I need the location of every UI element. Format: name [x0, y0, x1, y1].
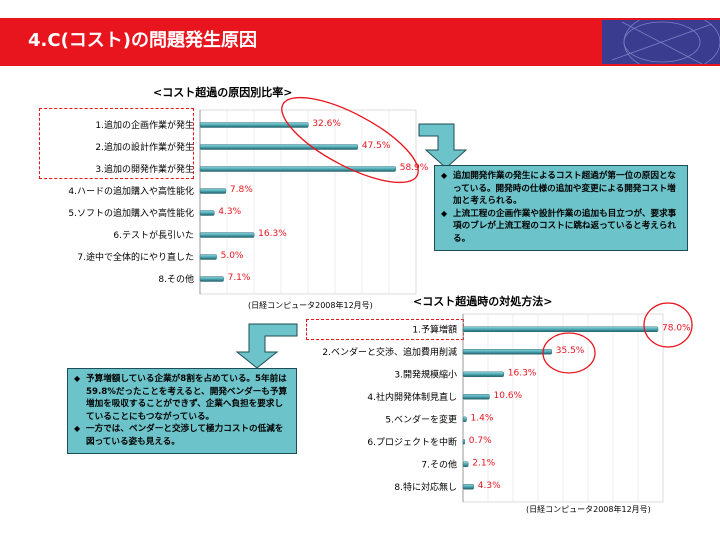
- note-box-left: 予算増額している企業が8割を占めている。5年前は59.8%だったことを考えると、…: [67, 368, 297, 454]
- chart2-category-label: 4.社内開発体制見直し: [367, 391, 457, 403]
- chart2-category-label: 8.特に対応無し: [394, 481, 457, 493]
- highlight-ellipse-top: [281, 96, 419, 184]
- chart1-bar: [199, 122, 309, 128]
- chart2-bar: [462, 371, 504, 377]
- chart2-category-label: 6.プロジェクトを中断: [367, 436, 457, 448]
- chart2-value-label: 1.4%: [471, 413, 494, 423]
- title-bar: 4.C(コスト)の問題発生原因: [0, 18, 720, 66]
- note-box-right: 追加開発作業の発生によるコスト超過が第一位の原因となっている。開発時の仕様の追加…: [434, 165, 688, 251]
- chart1-value-label: 7.8%: [230, 185, 253, 195]
- chart2-value-label: 78.0%: [662, 323, 691, 333]
- chart2-bar: [462, 349, 552, 355]
- arrow-left-down-icon: [235, 323, 298, 369]
- chart2-source: (日経コンピュータ2008年12月号): [526, 505, 651, 514]
- chart1-value-label: 47.5%: [362, 141, 391, 151]
- chart2-bar: [462, 461, 469, 467]
- note-left-item-1: 予算増額している企業が8割を占めている。5年前は59.8%だったことを考えると、…: [74, 373, 290, 423]
- chart2-category-label: 7.その他: [421, 458, 457, 470]
- chart1-bar: [199, 254, 217, 260]
- highlight-box-causes: [39, 108, 194, 179]
- chart1-value-label: 32.6%: [312, 119, 341, 129]
- chart1-bar: [199, 188, 227, 194]
- chart1-value-label: 16.3%: [258, 229, 287, 239]
- note-left-item-2: 一方では、ベンダーと交渉して極力コストの低減を図っている姿も見える。: [74, 423, 290, 448]
- chart2-bar: [462, 484, 474, 490]
- chart1-value-label: 58.9%: [400, 163, 429, 173]
- highlight-circle-35: [542, 332, 596, 374]
- note-right-item-2: 上流工程の企画作業や設計作業の追加も目立つが、要求事項のブレが上流工程のコストに…: [441, 208, 681, 246]
- chart2-value-label: 2.1%: [472, 458, 495, 468]
- chart2-category-label: 1.予算増額: [412, 323, 457, 335]
- chart1-bar: [199, 210, 215, 216]
- chart2-value-label: 4.3%: [478, 481, 501, 491]
- chart1-category-label: 6.テストが長引いた: [113, 229, 194, 241]
- chart2-bar: [462, 439, 465, 445]
- chart2: 1.予算増額 78.0% 2.ベンダーと交渉、追加費用削減 35.5% 3.開発規模縮小…: [322, 313, 691, 503]
- chart2-value-label: 16.3%: [508, 368, 537, 378]
- chart2-category-label: 3.開発規模縮小: [394, 368, 457, 380]
- chart1-bar: [199, 232, 255, 238]
- note-right-item-1: 追加開発作業の発生によるコスト超過が第一位の原因となっている。開発時の仕様の追加…: [441, 170, 681, 208]
- chart2-bar: [462, 416, 467, 422]
- chart2-value-label: 10.6%: [494, 391, 523, 401]
- chart1-category-label: 7.途中で全体的にやり直した: [77, 251, 194, 263]
- chart1-category-label: 5.ソフトの追加購入や高性能化: [68, 207, 194, 219]
- chart1-category-label: 2.追加の設計作業が発生: [95, 141, 194, 153]
- chart1-bar: [199, 166, 396, 172]
- title-decoration: [602, 20, 720, 64]
- chart1-value-label: 7.1%: [228, 273, 251, 283]
- chart2-category-label: 2.ベンダーと交渉、追加費用削減: [322, 346, 457, 358]
- chart2-value-label: 0.7%: [469, 436, 492, 446]
- chart1-value-label: 4.3%: [218, 207, 241, 217]
- chart1: 1.追加の企画作業が発生 32.6% 2.追加の設計作業が発生 47.5% 3.追加の開…: [68, 109, 429, 295]
- chart1-category-label: 3.追加の開発作業が発生: [95, 163, 194, 175]
- chart1-bar: [199, 276, 224, 282]
- chart1-category-label: 8.その他: [158, 273, 194, 285]
- chart1-category-label: 1.追加の企画作業が発生: [95, 119, 194, 131]
- slide-title: 4.C(コスト)の問題発生原因: [28, 30, 258, 51]
- chart1-value-label: 5.0%: [221, 251, 244, 261]
- chart1-source: (日経コンピュータ2008年12月号): [248, 301, 373, 310]
- chart1-title: <コスト超過の原因別比率>: [153, 86, 293, 99]
- chart2-value-label: 35.5%: [556, 346, 585, 356]
- chart2-title: <コスト超過時の対処方法>: [413, 295, 553, 308]
- chart2-bar: [462, 394, 490, 400]
- highlight-circle-78: [643, 302, 693, 348]
- arrow-right-down-icon: [418, 123, 468, 169]
- chart2-bar: [462, 326, 659, 332]
- chart2-category-label: 5.ベンダーを変更: [385, 413, 457, 425]
- chart1-category-label: 4.ハードの追加購入や高性能化: [68, 185, 194, 197]
- chart1-bar: [199, 144, 359, 150]
